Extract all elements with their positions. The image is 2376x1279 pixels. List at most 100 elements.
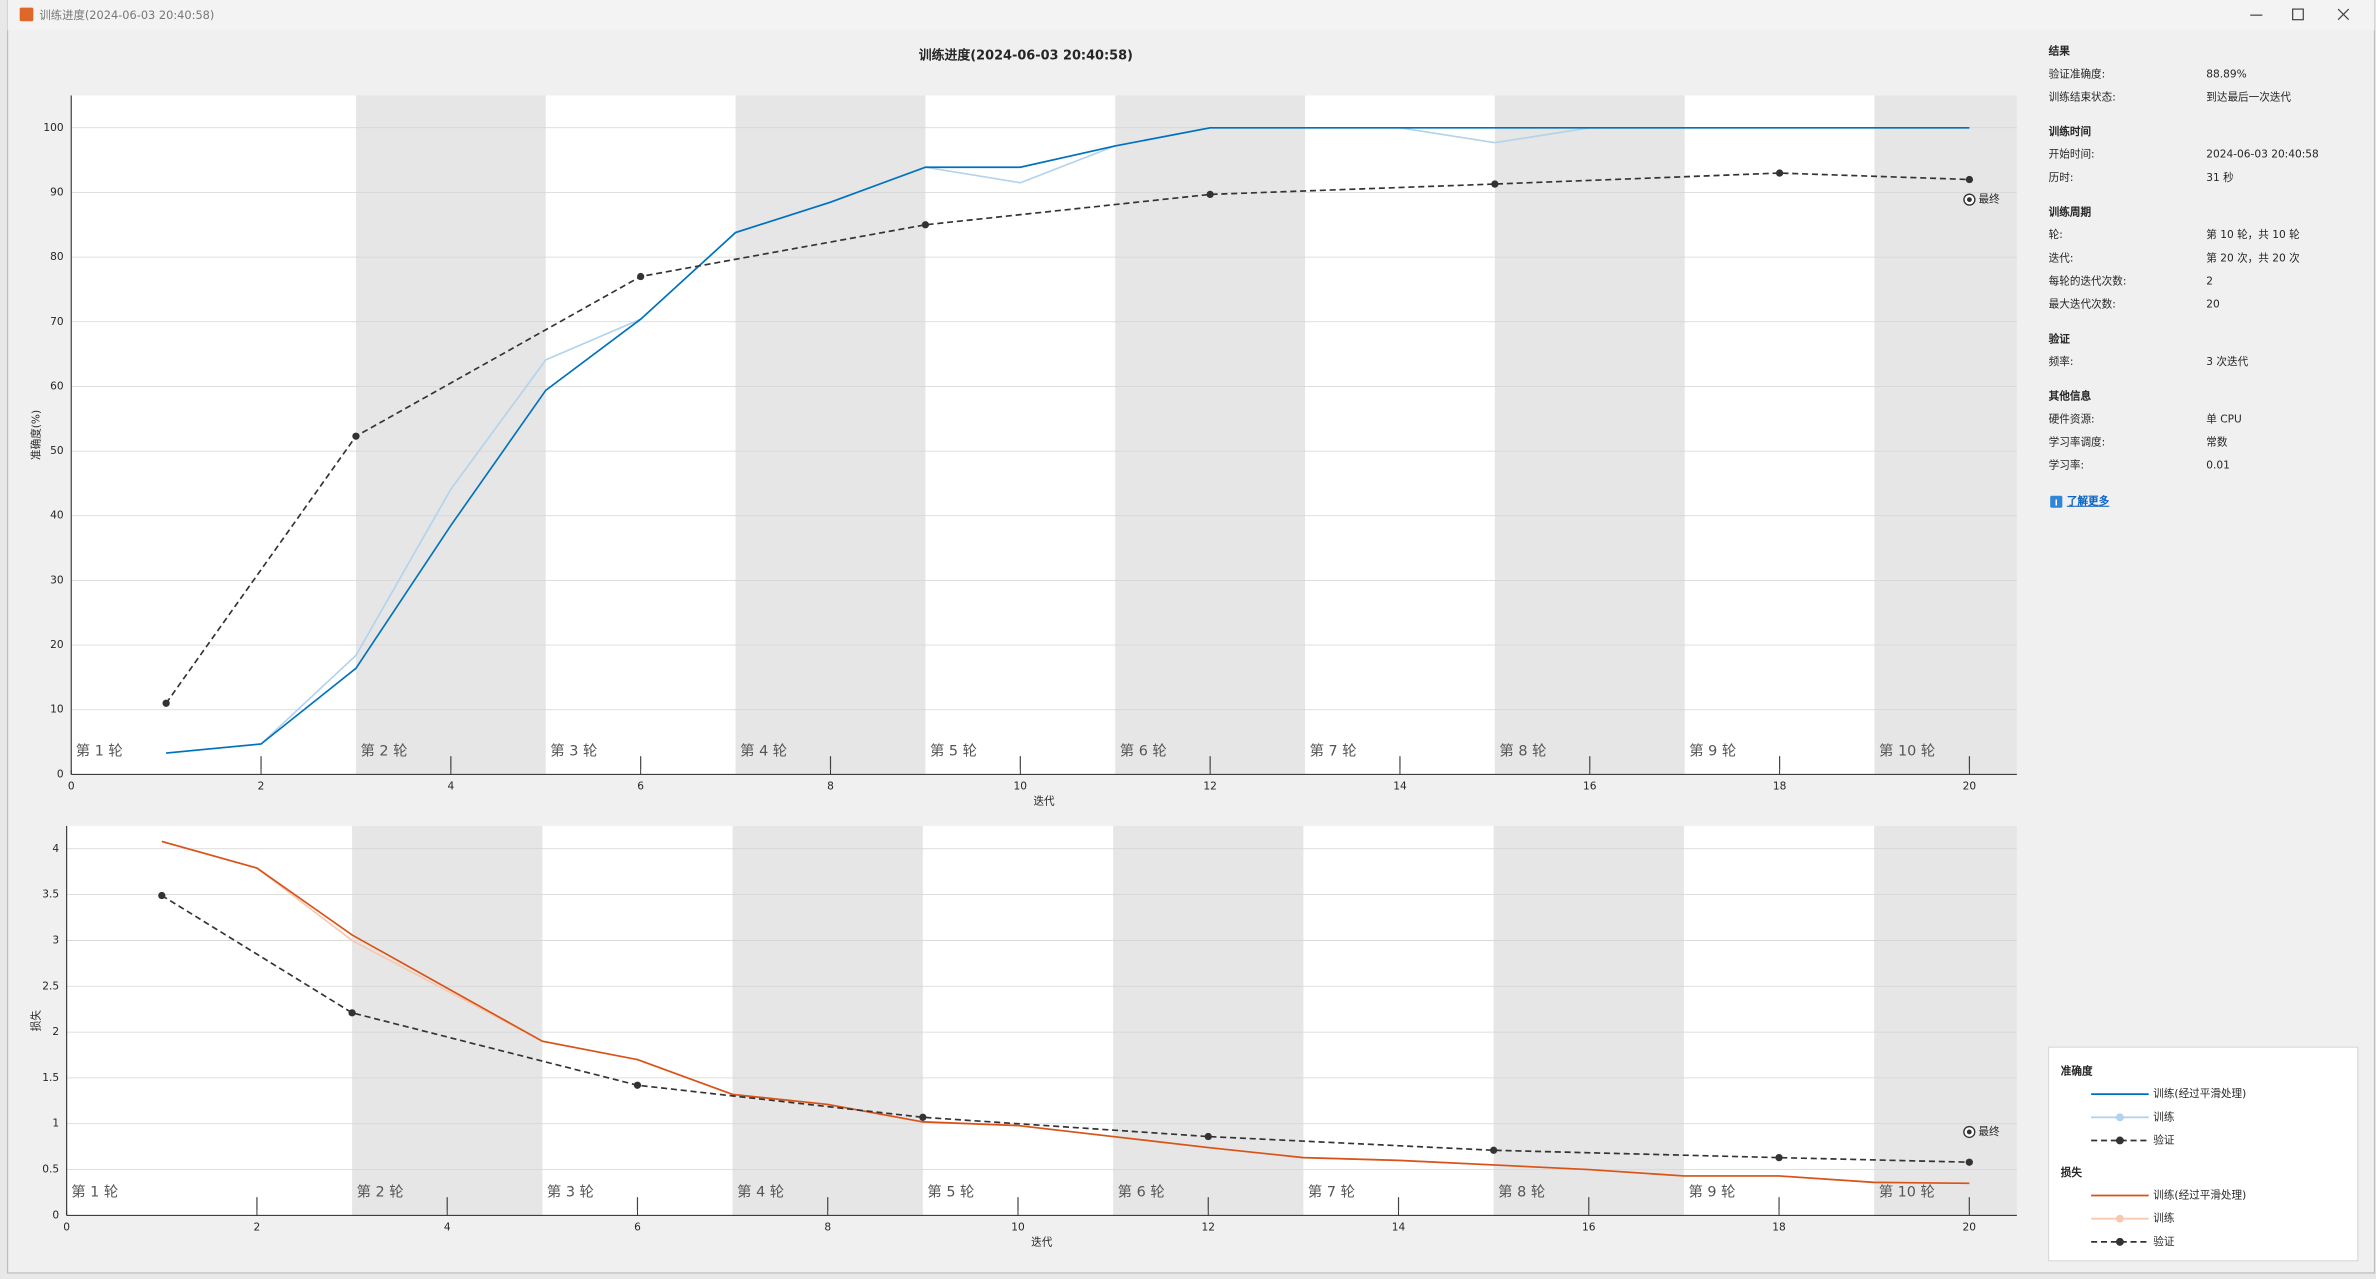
legend-label: 训练(经过平滑处理) xyxy=(2153,1087,2246,1100)
x-tick-label: 0 xyxy=(63,1221,70,1233)
epoch-label: 第 1 轮 xyxy=(71,1183,118,1201)
x-axis-label: 迭代 xyxy=(1031,1237,1053,1249)
maximize-button[interactable] xyxy=(2292,8,2304,21)
epoch-band xyxy=(1874,825,2017,1216)
info-value: 3 次迭代 xyxy=(2206,355,2248,368)
series-marker xyxy=(1206,190,1214,199)
info-value: 88.89% xyxy=(2206,68,2246,80)
y-tick-label: 20 xyxy=(50,639,64,651)
epoch-label: 第 4 轮 xyxy=(740,742,787,760)
epoch-band xyxy=(735,95,926,775)
legend-label: 训练(经过平滑处理) xyxy=(2153,1189,2246,1202)
legend-marker xyxy=(2115,1113,2124,1122)
x-tick-label: 12 xyxy=(1202,1221,1215,1233)
series-marker xyxy=(919,1113,927,1121)
epoch-label: 第 8 轮 xyxy=(1499,742,1546,760)
series-marker xyxy=(633,1081,642,1089)
x-tick-label: 4 xyxy=(444,1221,451,1233)
epoch-band xyxy=(352,825,543,1216)
legend-group-title: 准确度 xyxy=(2061,1064,2093,1077)
info-value: 2024-06-03 20:40:58 xyxy=(2206,149,2319,161)
series-marker xyxy=(1204,1132,1212,1141)
series-marker xyxy=(921,221,930,229)
epoch-label: 第 6 轮 xyxy=(1120,742,1167,760)
x-axis-label: 迭代 xyxy=(1033,796,1055,808)
legend-group-title: 损失 xyxy=(2061,1166,2083,1179)
info-value: 31 秒 xyxy=(2206,171,2234,184)
y-tick-label: 0 xyxy=(52,1209,59,1221)
x-tick-label: 10 xyxy=(1014,780,1028,792)
series-line xyxy=(165,172,1970,704)
info-value: 0.01 xyxy=(2206,460,2230,472)
epoch-band xyxy=(732,825,923,1216)
section-title: 验证 xyxy=(2049,332,2071,345)
epoch-label: 第 9 轮 xyxy=(1688,1183,1735,1201)
x-tick-label: 6 xyxy=(637,780,644,792)
epoch-label: 第 10 轮 xyxy=(1879,742,1935,760)
x-tick-label: 20 xyxy=(1963,1221,1977,1233)
final-marker-dot xyxy=(1966,197,1972,203)
x-tick-label: 16 xyxy=(1583,780,1597,792)
legend-label: 验证 xyxy=(2153,1235,2175,1248)
info-label: 学习率调度: xyxy=(2049,435,2106,448)
legend-marker xyxy=(2115,1136,2124,1145)
section-title: 训练周期 xyxy=(2049,205,2092,218)
x-tick-label: 20 xyxy=(1963,780,1977,792)
y-tick-label: 70 xyxy=(50,316,64,328)
epoch-label: 第 2 轮 xyxy=(360,742,407,760)
epoch-band xyxy=(1115,95,1306,775)
x-tick-label: 14 xyxy=(1392,1221,1406,1233)
series-marker xyxy=(1491,180,1499,188)
legend-label: 验证 xyxy=(2153,1133,2175,1146)
y-tick-label: 40 xyxy=(50,510,64,522)
x-tick-label: 12 xyxy=(1203,780,1216,792)
series-line xyxy=(161,894,1970,1164)
epoch-band xyxy=(1494,95,1685,775)
epoch-label: 第 5 轮 xyxy=(927,1183,974,1201)
series-marker xyxy=(162,699,170,707)
series-line xyxy=(161,840,1970,1185)
section-title: 训练时间 xyxy=(2049,125,2091,138)
epoch-label: 第 3 轮 xyxy=(550,742,597,760)
epoch-label: 第 2 轮 xyxy=(357,1183,404,1201)
info-label: 学习率: xyxy=(2049,459,2084,472)
info-label: 开始时间: xyxy=(2049,148,2095,161)
x-tick-label: 18 xyxy=(1772,1221,1786,1233)
x-tick-label: 8 xyxy=(824,1221,831,1233)
x-tick-label: 14 xyxy=(1393,780,1407,792)
epoch-band xyxy=(1874,95,2017,775)
info-label: 频率: xyxy=(2049,355,2074,368)
y-tick-label: 1.5 xyxy=(42,1072,59,1084)
series-marker xyxy=(1965,1158,1973,1166)
series-marker xyxy=(1775,169,1784,177)
info-label: 硬件资源: xyxy=(2049,412,2095,425)
window-title: 训练进度(2024-06-03 20:40:58) xyxy=(39,8,214,22)
x-tick-label: 4 xyxy=(447,780,454,792)
y-tick-label: 90 xyxy=(50,186,64,198)
info-label: 历时: xyxy=(2049,171,2074,184)
legend-marker xyxy=(2115,1237,2124,1246)
info-icon-glyph xyxy=(2055,499,2058,506)
legend-box xyxy=(2048,1046,2359,1262)
epoch-label: 第 6 轮 xyxy=(1118,1183,1165,1201)
x-tick-label: 16 xyxy=(1582,1221,1596,1233)
info-label: 轮: xyxy=(2049,228,2063,241)
info-value: 2 xyxy=(2206,276,2213,288)
series-marker xyxy=(158,891,166,900)
info-value: 常数 xyxy=(2206,435,2228,448)
epoch-label: 第 1 轮 xyxy=(76,742,123,760)
legend-label: 训练 xyxy=(2153,1110,2175,1123)
final-label: 最终 xyxy=(1978,1125,2000,1138)
section-title: 结果 xyxy=(2049,45,2071,58)
y-tick-label: 0.5 xyxy=(42,1164,59,1176)
series-marker xyxy=(637,272,645,281)
learn-more-link[interactable]: 了解更多 xyxy=(2067,495,2110,508)
main-title: 训练进度(2024-06-03 20:40:58) xyxy=(919,48,1133,64)
final-label: 最终 xyxy=(1979,193,2001,206)
epoch-band xyxy=(1493,825,1684,1216)
epoch-band xyxy=(355,95,546,775)
epoch-label: 第 7 轮 xyxy=(1310,742,1357,760)
close-button[interactable] xyxy=(2337,8,2350,21)
series-marker xyxy=(1490,1146,1498,1154)
